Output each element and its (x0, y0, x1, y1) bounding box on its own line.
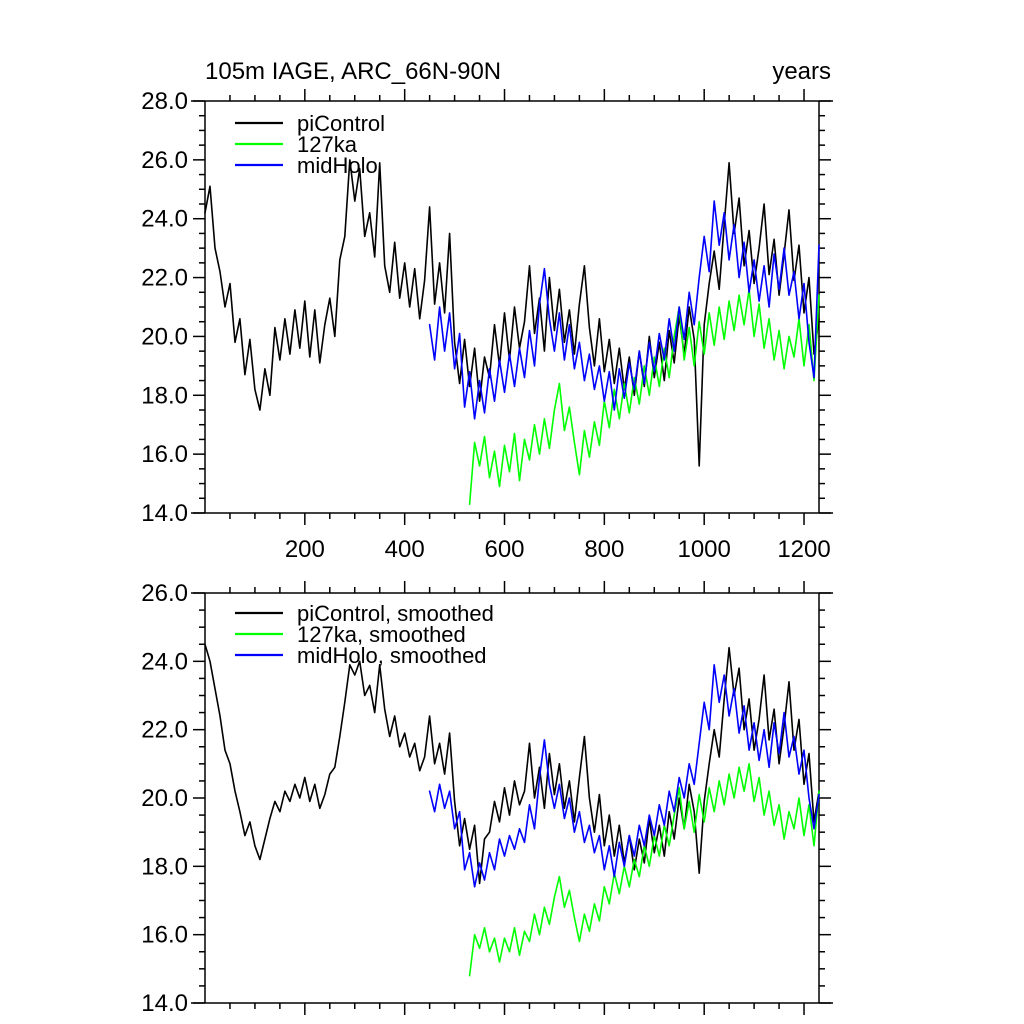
series-line-midHolo (428, 200, 820, 420)
legend-label-midHolo-smoothed: midHolo, smoothed (297, 643, 487, 668)
series-line-127ka-smoothed (468, 762, 820, 977)
x-tick-label: 200 (285, 536, 325, 563)
y-tick-label: 24.0 (141, 648, 188, 675)
x-tick-label: 400 (385, 536, 425, 563)
y-tick-label: 26.0 (141, 580, 188, 607)
y-tick-label: 14.0 (141, 990, 188, 1017)
top-chart: 200 400 600 800 1000 1200 14.0 16.0 18.0 20.0 22.0… (141, 88, 833, 563)
y-tick-label: 22.0 (141, 717, 188, 744)
y-tick-label: 18.0 (141, 382, 188, 409)
legend-label-piControl-smoothed: piControl, smoothed (297, 601, 494, 626)
y-tick-label: 26.0 (141, 147, 188, 174)
x-tick-label: 1000 (677, 536, 730, 563)
y-tick-label: 20.0 (141, 323, 188, 350)
y-tick-label: 16.0 (141, 441, 188, 468)
y-tick-label: 14.0 (141, 500, 188, 527)
legend-label-piControl: piControl (297, 111, 385, 136)
y-tick-label: 16.0 (141, 922, 188, 949)
series-line-midHolo-smoothed (428, 663, 820, 888)
y-tick-label: 18.0 (141, 853, 188, 880)
legend-label-127ka-smoothed: 127ka, smoothed (297, 622, 466, 647)
top-chart-title: 105m IAGE, ARC_66N-90N (205, 58, 501, 85)
bottom-chart: 14.0 16.0 18.0 20.0 22.0 24.0 26.0 piControl, s… (141, 580, 833, 1017)
top-chart-units-label: years (772, 58, 831, 85)
legend-label-midHolo: midHolo (297, 153, 378, 178)
y-tick-label: 22.0 (141, 265, 188, 292)
y-tick-label: 24.0 (141, 206, 188, 233)
legend-label-127ka: 127ka (297, 132, 358, 157)
y-tick-label: 20.0 (141, 785, 188, 812)
y-tick-label: 28.0 (141, 88, 188, 115)
x-tick-label: 800 (584, 536, 624, 563)
series-line-127ka (468, 288, 820, 506)
x-tick-label: 1200 (777, 536, 830, 563)
series-line-piControl-smoothed (204, 643, 820, 885)
x-tick-label: 600 (484, 536, 524, 563)
series-line-piControl (204, 159, 820, 467)
